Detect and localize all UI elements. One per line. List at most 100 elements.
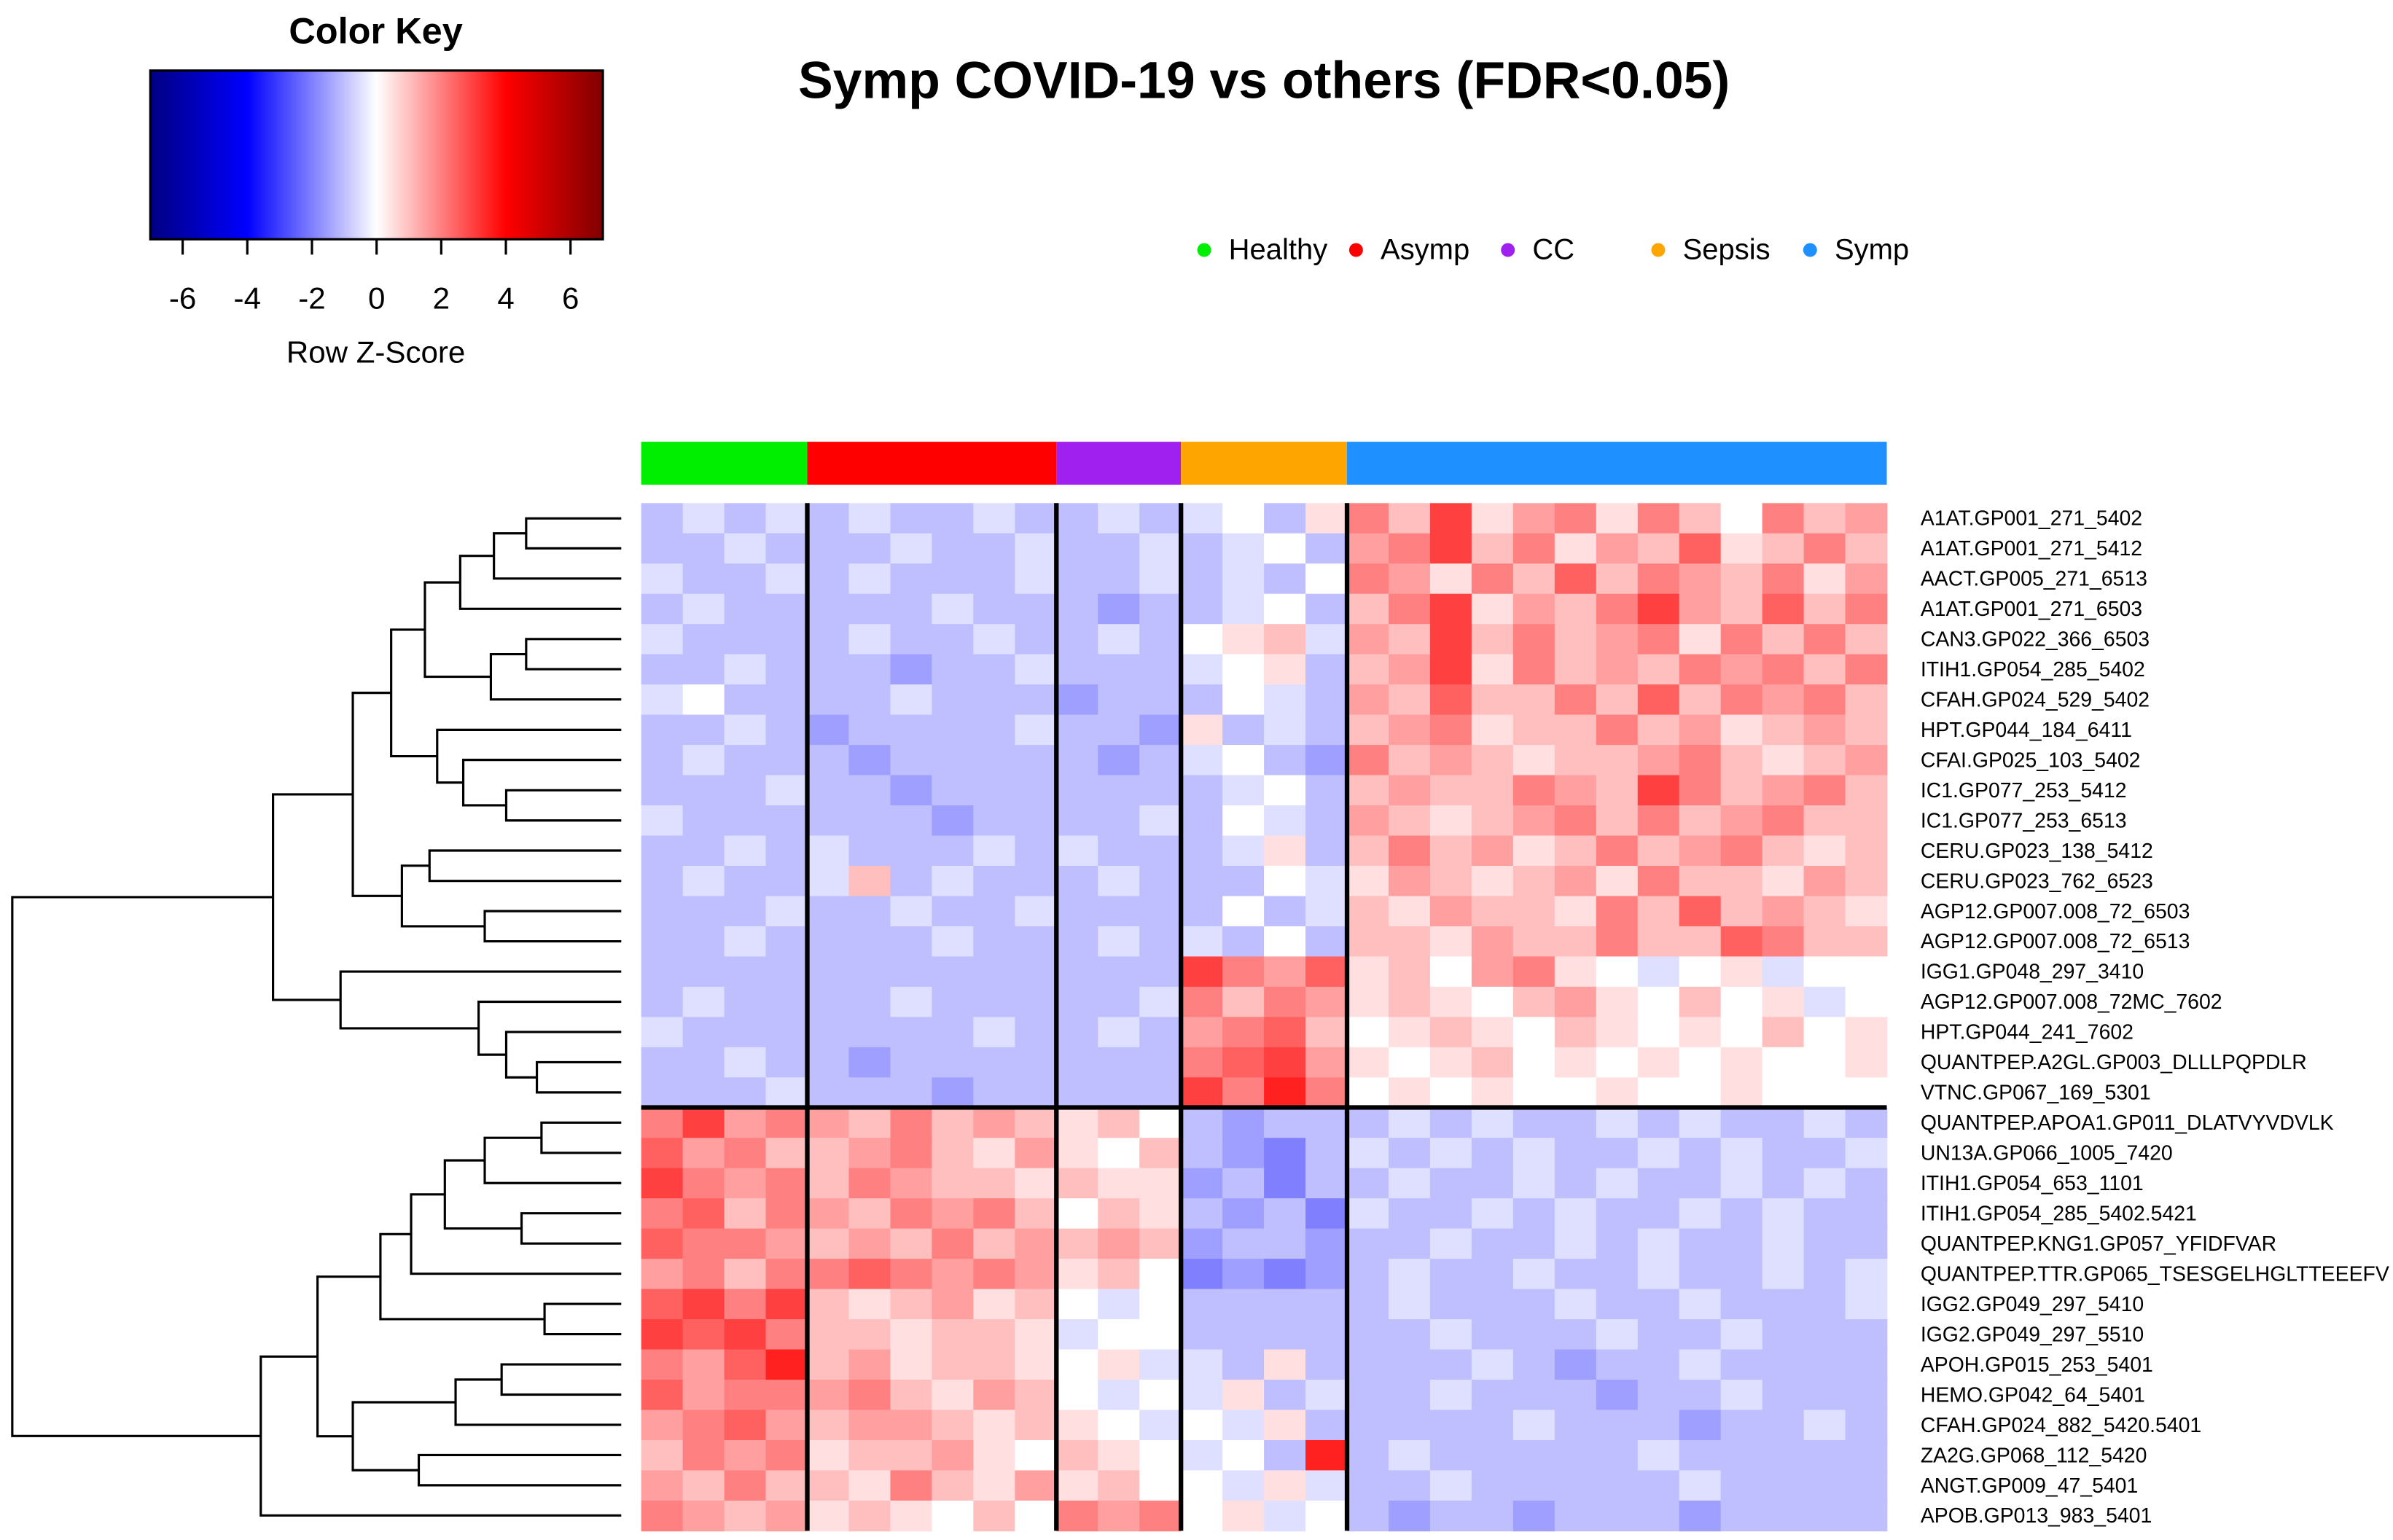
- heatmap-cell: [1222, 805, 1265, 837]
- heatmap-cell: [682, 1319, 725, 1351]
- heatmap-cell: [724, 1047, 767, 1079]
- heatmap-cell: [1056, 926, 1099, 958]
- heatmap-cell: [765, 563, 808, 595]
- row-label: QUANTPEP.TTR.GP065_TSESGELHGLTTEEEFV: [1921, 1262, 2389, 1286]
- heatmap-cell: [724, 1077, 767, 1109]
- heatmap-cell: [1056, 1259, 1099, 1290]
- heatmap-cell: [1056, 1439, 1099, 1471]
- heatmap-cell: [1264, 1349, 1306, 1380]
- heatmap-cell: [765, 1138, 808, 1169]
- heatmap-cell: [973, 986, 1016, 1018]
- row-label: A1AT.GP001_271_5402: [1921, 507, 2142, 531]
- heatmap-cell: [1305, 835, 1348, 867]
- heatmap-cell: [1762, 654, 1805, 685]
- heatmap-cell: [1762, 896, 1805, 927]
- heatmap-cell: [1015, 1380, 1058, 1411]
- heatmap-cell: [1264, 745, 1306, 776]
- heatmap-cell: [1181, 684, 1223, 716]
- heatmap-cell: [1388, 1289, 1431, 1320]
- heatmap-cell: [1554, 1319, 1597, 1351]
- heatmap-cell: [1845, 714, 1888, 746]
- heatmap-cell: [1222, 865, 1265, 897]
- heatmap-cell: [724, 1168, 767, 1200]
- heatmap-cell: [1471, 1289, 1514, 1320]
- heatmap-cell: [1637, 714, 1680, 746]
- heatmap-cell: [641, 593, 684, 625]
- heatmap-cell: [1305, 1349, 1348, 1380]
- heatmap-cell: [724, 1439, 767, 1471]
- heatmap-cell: [1512, 593, 1555, 625]
- heatmap-cell: [1679, 956, 1722, 988]
- heatmap-cell: [1056, 745, 1099, 776]
- heatmap-cell: [1388, 835, 1431, 867]
- heatmap-cell: [724, 1107, 767, 1139]
- heatmap-cell: [641, 654, 684, 685]
- heatmap-cell: [1845, 533, 1888, 565]
- heatmap-cell: [1596, 896, 1639, 927]
- heatmap-cell: [1512, 1168, 1555, 1200]
- heatmap-cell: [765, 805, 808, 837]
- colorkey-label: Row Z-Score: [286, 335, 466, 369]
- heatmap-cell: [1637, 865, 1680, 897]
- heatmap-cell: [932, 1228, 975, 1259]
- heatmap-cell: [1845, 624, 1888, 655]
- heatmap-cell: [1264, 714, 1306, 746]
- heatmap-cell: [1762, 805, 1805, 837]
- heatmap-cell: [1803, 1259, 1846, 1290]
- heatmap-cell: [1056, 1017, 1099, 1048]
- heatmap-cell: [1222, 896, 1265, 927]
- heatmap-cell: [1512, 865, 1555, 897]
- heatmap-cell: [765, 654, 808, 685]
- heatmap-cell: [765, 533, 808, 565]
- heatmap-cell: [724, 1349, 767, 1380]
- heatmap-cell: [1554, 1047, 1597, 1079]
- heatmap-cell: [1596, 503, 1639, 534]
- heatmap-cell: [1098, 1319, 1141, 1351]
- heatmap-cell: [641, 896, 684, 927]
- heatmap-cell: [807, 1439, 850, 1471]
- colorkey-tick-label: 6: [562, 281, 579, 316]
- heatmap-cell: [1845, 503, 1888, 534]
- heatmap-cell: [973, 503, 1016, 534]
- heatmap-cell: [1845, 835, 1888, 867]
- heatmap-cell: [1388, 593, 1431, 625]
- heatmap-cell: [932, 1289, 975, 1320]
- heatmap-cell: [1720, 593, 1763, 625]
- heatmap-cell: [1347, 1259, 1389, 1290]
- heatmap-cell: [1720, 714, 1763, 746]
- heatmap-cell: [1181, 1138, 1223, 1169]
- heatmap-cell: [1015, 1500, 1058, 1532]
- heatmap-cell: [724, 896, 767, 927]
- heatmap-cell: [1181, 896, 1223, 927]
- heatmap-cell: [1388, 714, 1431, 746]
- heatmap-cell: [890, 1228, 933, 1259]
- heatmap-cell: [765, 1259, 808, 1290]
- heatmap-cell: [1845, 1228, 1888, 1259]
- heatmap-cell: [1305, 1138, 1348, 1169]
- heatmap-cell: [1512, 1198, 1555, 1230]
- heatmap-cell: [1347, 503, 1389, 534]
- heatmap-cell: [1637, 1168, 1680, 1200]
- heatmap-cell: [765, 986, 808, 1018]
- heatmap-cell: [1471, 1470, 1514, 1501]
- heatmap-cell: [1264, 986, 1306, 1018]
- heatmap-cell: [1181, 624, 1223, 655]
- heatmap-cell: [1471, 714, 1514, 746]
- heatmap-cell: [1139, 563, 1182, 595]
- heatmap-cell: [1720, 1410, 1763, 1441]
- heatmap-cell: [1015, 1017, 1058, 1048]
- heatmap-cell: [1720, 1107, 1763, 1139]
- heatmap-cell: [1471, 503, 1514, 534]
- heatmap-cell: [1845, 1349, 1888, 1380]
- heatmap-cell: [1596, 1017, 1639, 1048]
- heatmap-cell: [682, 1500, 725, 1532]
- heatmap-cell: [765, 775, 808, 806]
- legend-dot: [1348, 243, 1363, 257]
- heatmap-cell: [765, 624, 808, 655]
- heatmap-cell: [973, 1077, 1016, 1109]
- heatmap-cell: [848, 896, 891, 927]
- heatmap-cell: [1429, 1047, 1472, 1079]
- heatmap-cell: [641, 1500, 684, 1532]
- heatmap-cell: [1637, 503, 1680, 534]
- heatmap-cell: [1845, 745, 1888, 776]
